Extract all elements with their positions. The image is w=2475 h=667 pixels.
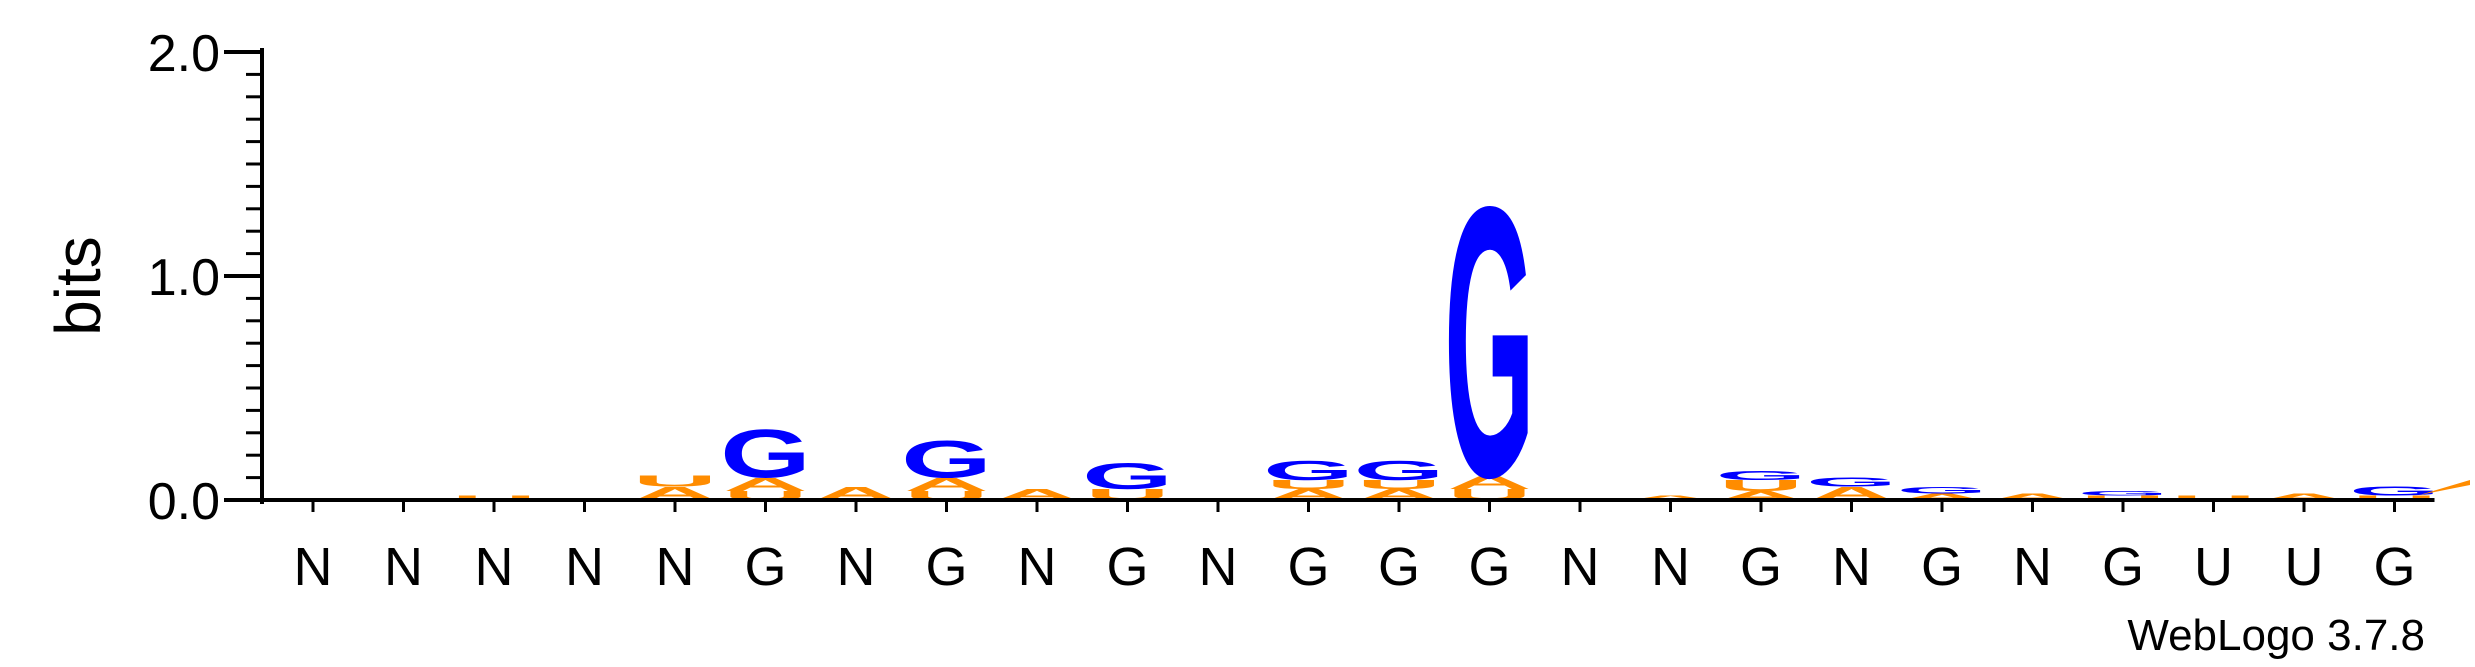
logo-letter-G: G: [1354, 454, 1445, 485]
logo-letter-G: G: [2078, 490, 2169, 497]
x-tick-label: N: [1832, 537, 1871, 597]
logo-letter-G: G: [2349, 484, 2440, 498]
logo-letter-A: A: [1900, 492, 1984, 502]
x-tick-label: N: [2013, 537, 2052, 597]
x-tick-label: N: [656, 537, 695, 597]
x-tick-label: G: [744, 537, 786, 597]
x-tick-label: N: [1018, 537, 1057, 597]
logo-letter-G: G: [1082, 456, 1173, 497]
x-tick-label: U: [2194, 537, 2233, 597]
logo-letter-U: U: [1357, 478, 1441, 492]
logo-letter-U: U: [452, 494, 536, 501]
logo-letter-A: A: [723, 474, 807, 495]
logo-letter-A: A: [2262, 492, 2346, 502]
x-tick-label: N: [1199, 537, 1238, 597]
logo-letter-A: A: [904, 474, 988, 495]
x-tick-label: N: [1561, 537, 1600, 597]
logo-letter-G: G: [1716, 469, 1807, 483]
logo-letter-A: A: [1990, 492, 2074, 502]
logo-letter-G: G: [1897, 485, 1988, 495]
logo-letter-U: U: [2352, 494, 2436, 501]
x-tick-label: G: [1106, 537, 1148, 597]
logo-letter-U: U: [2171, 494, 2255, 501]
logo-letter-U: U: [1719, 477, 1803, 494]
x-tick-label: N: [565, 537, 604, 597]
y-axis: 0.0 1.0 2.0: [148, 25, 264, 531]
y-tick-label: 0.0: [148, 473, 220, 531]
x-tick-label: G: [1740, 537, 1782, 597]
logo-letter-U: U: [1266, 478, 1350, 492]
x-tick-label: G: [1468, 537, 1510, 597]
logo-letter-G: G: [1263, 454, 1354, 485]
x-tick-label: N: [837, 537, 876, 597]
x-tick-label: N: [475, 537, 514, 597]
logo-letter-U: U: [2081, 494, 2165, 501]
logo-letter-A: A: [1447, 472, 1531, 493]
x-tick-label: G: [1287, 537, 1329, 597]
logo-letter-G: G: [1444, 127, 1535, 557]
x-tick-label: N: [1651, 537, 1690, 597]
weblogo-credit: WebLogo 3.7.8: [2127, 611, 2425, 660]
x-tick-label: G: [1921, 537, 1963, 597]
x-tick-label: G: [1378, 537, 1420, 597]
logo-letter-G: G: [901, 430, 992, 489]
x-tick-label: G: [925, 537, 967, 597]
x-tick-label: G: [2373, 537, 2415, 597]
y-tick-label: 2.0: [148, 25, 220, 83]
y-tick-label: 1.0: [148, 249, 220, 307]
logo-letter-A: A: [1628, 494, 1712, 501]
x-tick-label: G: [2102, 537, 2144, 597]
x-tick-label: N: [384, 537, 423, 597]
x-tick-label: N: [294, 537, 333, 597]
logo-letter-U: U: [633, 473, 717, 490]
logo-letter-G: G: [720, 416, 811, 493]
x-tick-label: U: [2285, 537, 2324, 597]
y-axis-label: bits: [42, 236, 114, 336]
logo-letter-G: G: [1806, 475, 1897, 489]
trailing-glyph-fragment: [2419, 480, 2470, 495]
